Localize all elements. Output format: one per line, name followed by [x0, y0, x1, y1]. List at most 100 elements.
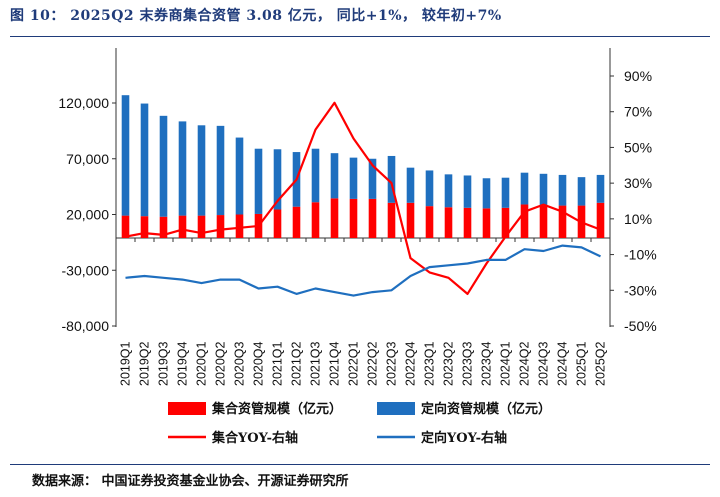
bars-layer — [121, 95, 605, 238]
x-tick-label: 2024Q3 — [537, 341, 551, 386]
right-tick-label: 90% — [624, 68, 652, 84]
x-tick-label: 2019Q4 — [176, 341, 190, 386]
bar-collective — [349, 198, 358, 238]
right-tick-label: 50% — [624, 139, 652, 155]
left-tick-label: -30,000 — [62, 262, 110, 278]
bar-directional — [463, 175, 472, 208]
x-tick-label: 2025Q2 — [594, 341, 608, 386]
bar-directional — [520, 172, 529, 205]
bar-collective — [368, 198, 377, 238]
bar-directional — [577, 177, 586, 206]
bar-directional — [558, 174, 567, 206]
bar-collective — [197, 215, 206, 238]
title-rule — [10, 36, 710, 37]
bar-collective — [273, 209, 282, 238]
bar-directional — [501, 177, 510, 208]
bar-collective — [121, 215, 130, 238]
bar-directional — [349, 157, 358, 199]
bar-directional — [159, 115, 168, 217]
bar-directional — [406, 167, 415, 203]
x-tick-label: 2020Q3 — [233, 341, 247, 386]
x-tick-label: 2019Q2 — [138, 341, 152, 386]
x-tick-label: 2023Q1 — [423, 341, 437, 386]
right-tick-label: 70% — [624, 104, 652, 120]
bar-directional — [140, 103, 149, 217]
x-tick-label: 2020Q2 — [214, 341, 228, 386]
bar-collective — [463, 207, 472, 238]
x-tick-label: 2023Q2 — [442, 341, 456, 386]
x-tick-label: 2023Q4 — [480, 341, 494, 386]
x-tick-label: 2022Q3 — [385, 341, 399, 386]
lines-layer — [125, 101, 601, 297]
bar-directional — [596, 174, 605, 203]
bar-collective — [520, 204, 529, 238]
legend-label: 集合YOY-右轴 — [211, 430, 298, 446]
line-collective-yoy — [125, 101, 601, 295]
bar-directional — [178, 121, 187, 216]
bar-directional — [121, 95, 130, 216]
line-directional-yoy — [125, 244, 601, 297]
bar-collective — [501, 207, 510, 238]
source-rule — [10, 464, 710, 465]
x-tick-label: 2021Q2 — [290, 341, 304, 386]
bar-directional — [235, 137, 244, 215]
x-tick-label: 2021Q1 — [271, 341, 285, 386]
x-tick-label: 2024Q4 — [556, 341, 570, 386]
legend-label: 集合资管规模（亿元） — [211, 401, 342, 417]
bar-directional — [216, 125, 225, 216]
bar-directional — [387, 155, 396, 203]
bar-collective — [482, 208, 491, 238]
right-tick-label: -50% — [624, 318, 657, 334]
bar-collective — [558, 205, 567, 238]
bar-collective — [311, 202, 320, 238]
bar-directional — [425, 170, 434, 207]
right-tick-label: 30% — [624, 175, 652, 191]
bar-collective — [387, 202, 396, 238]
x-tick-label: 2024Q2 — [518, 341, 532, 386]
x-tick-label: 2019Q3 — [157, 341, 171, 386]
bar-collective — [539, 205, 548, 238]
bar-collective — [330, 198, 339, 238]
x-tick-label: 2024Q1 — [499, 341, 513, 386]
x-tick-label: 2025Q1 — [575, 341, 589, 386]
chart-title: 图 10： 2025Q2 末券商集合资管 3.08 亿元， 同比+1%， 较年初… — [10, 8, 502, 24]
bar-collective — [159, 216, 168, 238]
x-tick-label: 2020Q1 — [195, 341, 209, 386]
bar-collective — [292, 206, 301, 238]
legend-label: 定向YOY-右轴 — [420, 430, 507, 446]
left-tick-label: 20,000 — [66, 207, 109, 223]
bar-directional — [273, 149, 282, 210]
bar-collective — [425, 206, 434, 238]
bar-collective — [216, 215, 225, 238]
left-tick-label: 70,000 — [66, 151, 109, 167]
legend-swatch — [168, 402, 206, 415]
left-tick-label: 120,000 — [58, 95, 109, 111]
legend: 集合资管规模（亿元） 定向资管规模（亿元） 集合YOY-右轴 定向YOY-右轴 — [168, 401, 551, 446]
bar-directional — [482, 178, 491, 209]
bar-collective — [140, 216, 149, 238]
bar-directional — [311, 148, 320, 203]
bar-directional — [330, 153, 339, 199]
bar-directional — [197, 125, 206, 216]
bar-directional — [444, 174, 453, 208]
x-tick-label: 2019Q1 — [119, 341, 133, 386]
bar-directional — [368, 158, 377, 199]
bar-collective — [596, 202, 605, 238]
axes-layer: 120,000 70,000 20,000 -30,000 -80,000 90% 70% 5… — [58, 48, 657, 386]
x-tick-label: 2022Q1 — [347, 341, 361, 386]
bar-directional — [539, 173, 548, 206]
bar-collective — [444, 207, 453, 238]
bar-directional — [254, 148, 263, 214]
bar-collective — [235, 214, 244, 238]
left-tick-label: -80,000 — [62, 318, 110, 334]
x-tick-label: 2022Q2 — [366, 341, 380, 386]
legend-swatch — [377, 402, 415, 415]
right-tick-label: 10% — [624, 211, 652, 227]
x-tick-label: 2021Q3 — [309, 341, 323, 386]
data-source: 数据来源： 中国证券投资基金业协会、开源证券研究所 — [32, 474, 349, 489]
x-tick-label: 2021Q4 — [328, 341, 342, 386]
x-tick-label: 2023Q3 — [461, 341, 475, 386]
legend-label: 定向资管规模（亿元） — [420, 401, 551, 417]
x-tick-label: 2020Q4 — [252, 341, 266, 386]
